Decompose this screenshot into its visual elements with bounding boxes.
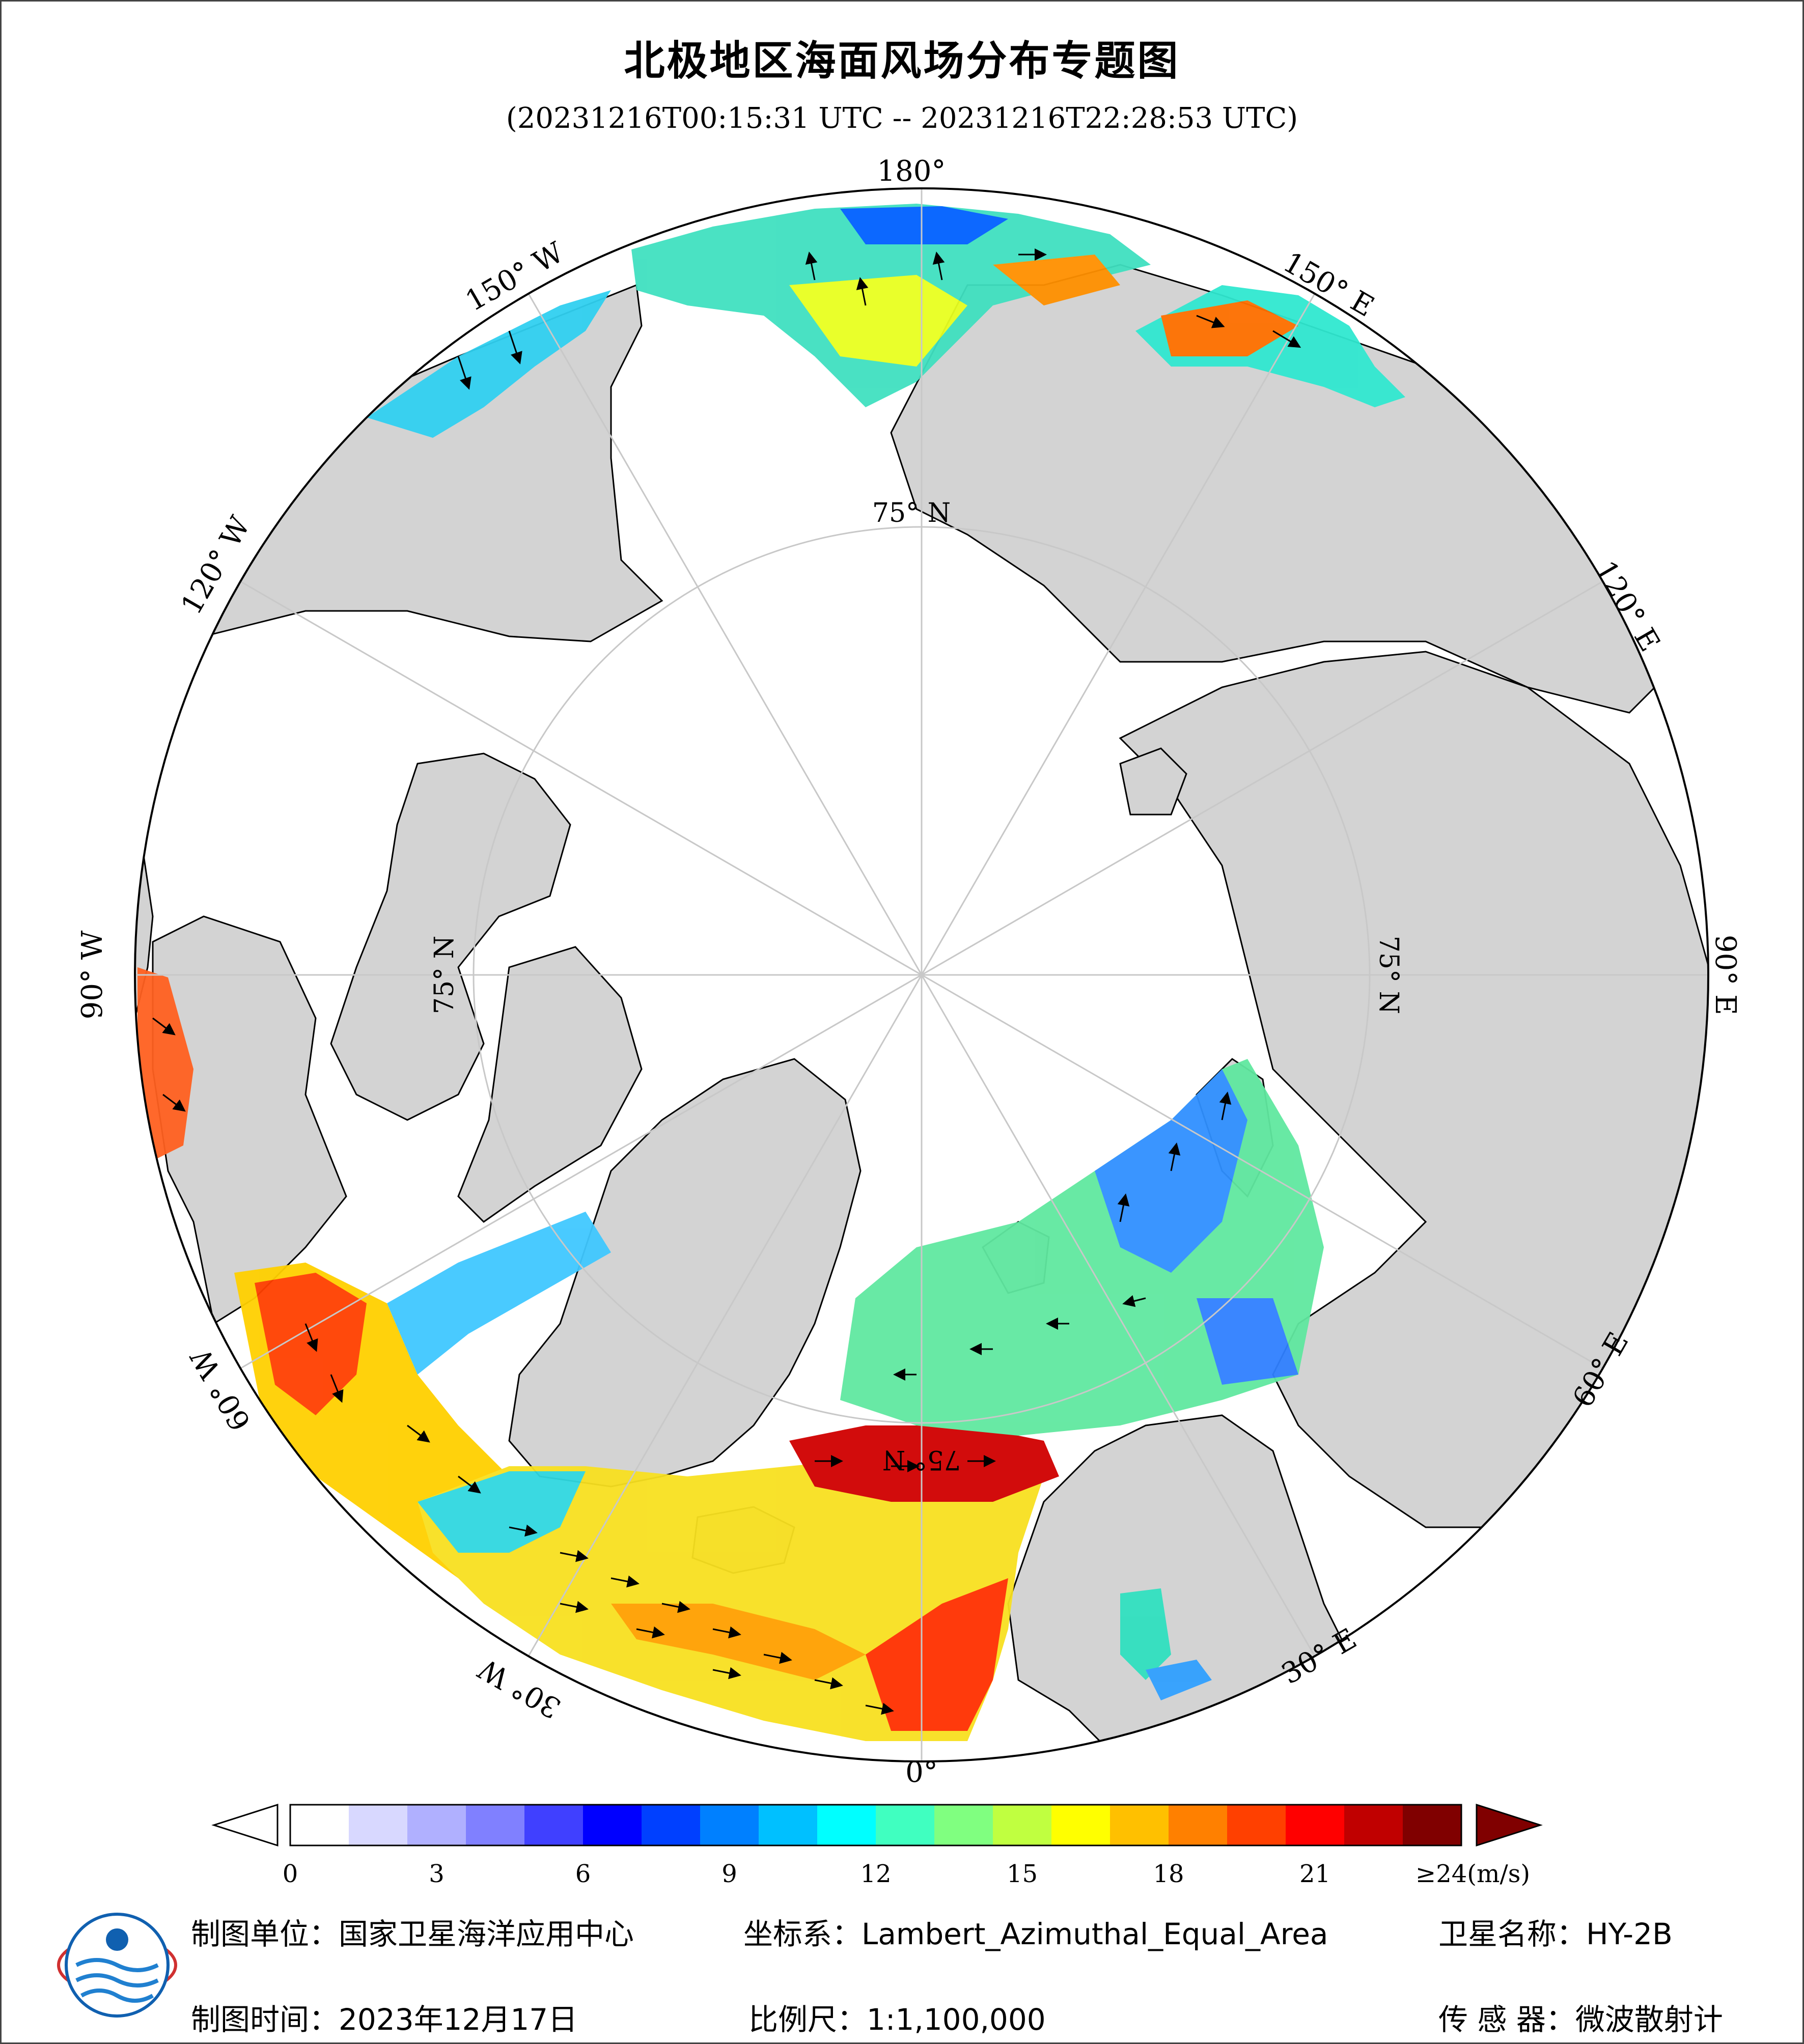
colorbar-under-arrow xyxy=(211,1803,279,1847)
lat-label-right: 75° N xyxy=(1373,936,1404,1014)
colorbar-tick-label: 12 xyxy=(860,1860,891,1888)
colorbar-cell xyxy=(407,1805,466,1845)
map-title: 北极地区海面风场分布专题图 xyxy=(624,37,1180,85)
colorbar-tick-label: 3 xyxy=(429,1860,445,1888)
swath-alaska xyxy=(367,290,611,438)
footer-sensor: 传 感 器：微波散射计 xyxy=(1438,2002,1723,2037)
land-severnaya xyxy=(1119,747,1187,816)
graticule xyxy=(135,188,1708,1761)
colorbar-cell xyxy=(700,1805,759,1845)
colorbar-outline xyxy=(289,1804,1462,1846)
swath-atlantic-cyan xyxy=(418,1471,586,1553)
colorbar-cell xyxy=(1344,1805,1403,1845)
colorbar-tick-label: 21 xyxy=(1299,1860,1330,1888)
colorbar-cell xyxy=(642,1805,701,1845)
swath-kamchatka-orange xyxy=(1161,300,1298,356)
map-subtitle: (20231216T00:15:31 UTC -- 20231216T22:28… xyxy=(506,102,1298,135)
wind-vectors xyxy=(152,248,1301,1715)
swath-atlantic-red xyxy=(866,1578,1008,1731)
swath-bering-blue xyxy=(840,206,1008,244)
colorbar: 0 3 6 9 12 15 18 21 ≥24(m/s) xyxy=(211,1803,1543,1888)
footer-date: 制图时间：2023年12月17日 xyxy=(191,2002,578,2037)
lon-label-180: 180° xyxy=(877,155,946,188)
colorbar-over-arrow xyxy=(1476,1803,1543,1847)
wind-swaths xyxy=(137,204,1405,1741)
colorbar-cell xyxy=(1110,1805,1169,1845)
land-greenland xyxy=(508,1058,862,1488)
land-baffin xyxy=(457,946,643,1223)
lon-label-0: 0° xyxy=(905,1756,938,1789)
colorbar-cell xyxy=(1051,1805,1111,1845)
swath-chukchi-yellow xyxy=(789,275,967,367)
colorbar-cell xyxy=(466,1805,525,1845)
latitude-labels: 75° N 75° N 75° N 75° N xyxy=(429,498,1404,1475)
colorbar-cells xyxy=(290,1805,1462,1845)
footer-scale: 比例尺：1:1,100,000 xyxy=(748,2002,1046,2037)
colorbar-tick-label: 15 xyxy=(1007,1860,1038,1888)
lon-label-90e: 90° E xyxy=(1709,935,1742,1015)
colorbar-cell xyxy=(524,1805,584,1845)
footer-satellite: 卫星名称：HY-2B xyxy=(1438,1917,1673,1951)
colorbar-ticks: 0 3 6 9 12 15 18 21 ≥24(m/s) xyxy=(283,1860,1530,1888)
colorbar-cell xyxy=(349,1805,408,1845)
swath-baltic-low xyxy=(1146,1660,1212,1700)
colorbar-cell xyxy=(993,1805,1052,1845)
colorbar-cell xyxy=(583,1805,642,1845)
footer-coord: 坐标系：Lambert_Azimuthal_Equal_Area xyxy=(743,1917,1328,1951)
colorbar-cell xyxy=(876,1805,935,1845)
noaa-logo xyxy=(57,1913,177,2018)
colorbar-cell xyxy=(1286,1805,1345,1845)
colorbar-tick-label: 9 xyxy=(721,1860,737,1888)
colorbar-cell xyxy=(1169,1805,1228,1845)
colorbar-cell xyxy=(817,1805,876,1845)
colorbar-cell xyxy=(1227,1805,1286,1845)
land-canada xyxy=(152,915,347,1325)
swath-norwegian xyxy=(789,1425,1059,1502)
swath-barents-blue xyxy=(1197,1298,1298,1385)
swath-baltic xyxy=(1120,1588,1171,1680)
colorbar-cell xyxy=(934,1805,993,1845)
lat-label-top: 75° N xyxy=(872,498,951,528)
swath-bering-orange xyxy=(993,255,1120,305)
land-canada-archipelago xyxy=(330,752,571,1121)
colorbar-cell xyxy=(1403,1805,1462,1845)
lat-label-bottom: 75° N xyxy=(882,1444,961,1475)
colorbar-tick-label: 0 xyxy=(283,1860,298,1888)
lon-label-90w: 90° W xyxy=(76,930,109,1019)
lat-label-left: 75° N xyxy=(429,936,460,1014)
footer-org: 制图单位：国家卫星海洋应用中心 xyxy=(191,1917,634,1951)
colorbar-tick-label: 6 xyxy=(575,1860,591,1888)
colorbar-cell xyxy=(759,1805,818,1845)
colorbar-tick-label: 18 xyxy=(1153,1860,1184,1888)
colorbar-tick-label: ≥24(m/s) xyxy=(1416,1860,1530,1888)
swath-davis xyxy=(387,1212,611,1375)
swath-atlantic-orange xyxy=(611,1604,866,1680)
colorbar-cell xyxy=(290,1805,349,1845)
swath-hudson xyxy=(137,967,193,1161)
